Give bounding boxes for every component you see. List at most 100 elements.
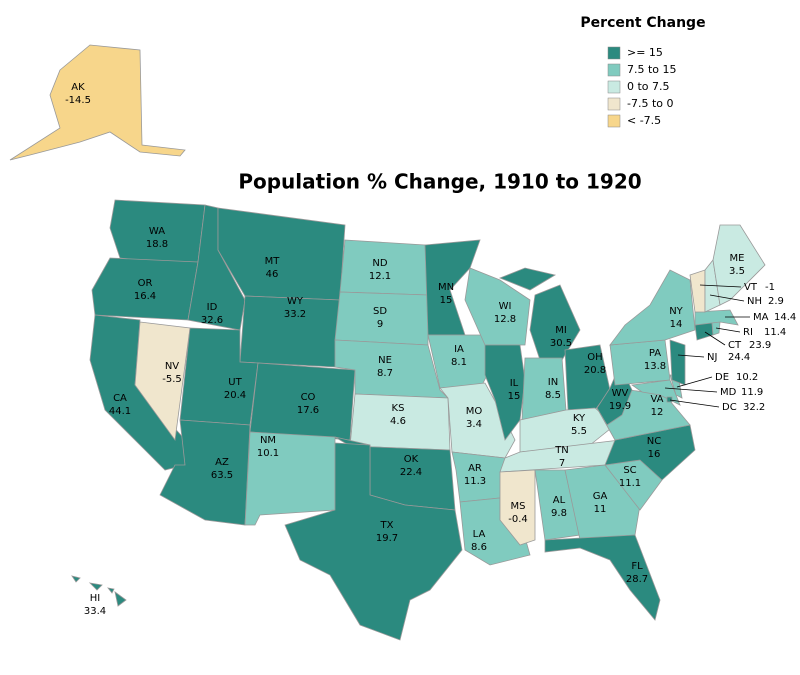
state-value: 3.5 [729,266,745,277]
state-value: -0.4 [508,514,528,525]
state-value: 23.9 [749,340,771,351]
state [284,442,463,641]
callout-line [664,387,718,393]
state-abbr: OK [404,454,419,465]
state-abbr: NH [747,296,762,307]
state-abbr: WY [287,296,304,307]
state [521,357,567,421]
state-value: 19.7 [376,533,398,544]
state-abbr: DE [715,372,729,383]
state-value: -14.5 [65,95,91,106]
legend-label: -7.5 to 0 [627,97,674,110]
legend-label: < -7.5 [627,114,661,127]
state-value: 12.1 [369,271,391,282]
state-value: 16 [648,449,661,460]
state [91,257,199,321]
state-value: 15 [440,295,453,306]
state-abbr: HI [90,593,100,604]
state-abbr: SC [623,465,636,476]
state-value: 20.4 [224,390,246,401]
state-abbr: OH [587,352,602,363]
state-value: -1 [765,282,775,293]
state-value: 30.5 [550,338,572,349]
legend-swatch [607,63,621,77]
state-value: 8.7 [377,368,393,379]
legend-swatch [607,80,621,94]
callout-line [669,399,720,408]
state [609,269,696,346]
state-abbr: KS [392,403,405,414]
state-value: 28.7 [626,574,648,585]
state-abbr: SD [373,306,387,317]
state-abbr: ME [730,253,745,264]
state [244,431,336,526]
legend-label: >= 15 [627,46,663,59]
state-value: 8.5 [545,390,561,401]
state-value: 2.9 [768,296,784,307]
state-value: 14 [670,319,683,330]
state-value: 9.8 [551,508,567,519]
state-value: 10.1 [257,448,279,459]
state-abbr: AR [468,463,482,474]
state-abbr: WA [149,226,165,237]
state-value: 14.4 [774,312,796,323]
state-abbr: CT [728,340,742,351]
state-abbr: OR [138,278,153,289]
state [544,534,661,621]
callout-line [676,376,713,388]
legend-swatch [607,46,621,60]
state-value: 9 [377,319,383,330]
state-abbr: WV [612,388,629,399]
state-abbr: MN [438,282,454,293]
state-value: 8.1 [451,357,467,368]
state-abbr: NE [378,355,392,366]
state-abbr: IL [510,378,519,389]
state-value: 11.3 [464,476,486,487]
state-abbr: MT [265,256,281,267]
legend-swatch [607,97,621,111]
state [484,344,526,441]
state-value: 44.1 [109,406,131,417]
state-value: 8.6 [471,542,487,553]
state-value: 33.2 [284,309,306,320]
state-value: 46 [266,269,279,280]
state-value: 24.4 [728,352,750,363]
state-abbr: WI [499,301,512,312]
callout-line [715,327,741,333]
state-abbr: ND [372,258,387,269]
state-abbr: FL [631,561,643,572]
state-abbr: NV [165,361,179,372]
state-abbr: MD [720,387,737,398]
state [134,321,191,442]
state-value: 32.2 [743,402,765,413]
state-abbr: NM [260,435,276,446]
state-abbr: VA [650,394,663,405]
state-abbr: MI [555,325,567,336]
state-abbr: CA [113,393,127,404]
state-abbr: ID [207,302,218,313]
state-abbr: MO [466,406,483,417]
state-abbr: KY [573,413,586,424]
state-abbr: MS [511,501,526,512]
state-value: 32.6 [201,315,223,326]
state-abbr: AZ [215,457,229,468]
state-value: 12.8 [494,314,516,325]
state-abbr: TN [554,445,569,456]
callout-line [699,284,742,288]
state [669,339,686,386]
state [666,396,673,403]
state-value: 22.4 [400,467,422,478]
legend-swatch [607,114,621,128]
state [439,382,516,459]
state-value: 11.1 [619,478,641,489]
state-value: 17.6 [297,405,319,416]
state-value: -5.5 [162,374,182,385]
state-abbr: LA [473,529,486,540]
state-abbr: NY [669,306,683,317]
state-abbr: TX [380,520,394,531]
state-value: 5.5 [571,426,587,437]
state-value: 12 [651,407,664,418]
state-abbr: MA [753,312,769,323]
